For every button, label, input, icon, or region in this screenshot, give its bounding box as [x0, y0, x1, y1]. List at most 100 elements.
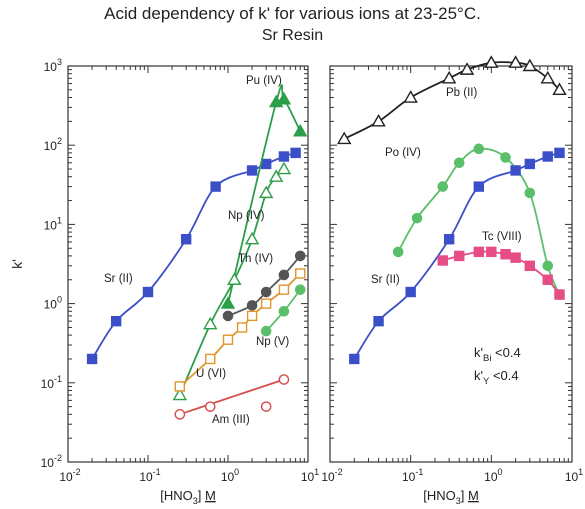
series-pb-ii: Pb (II)	[336, 55, 567, 145]
sr-ii-point	[86, 353, 98, 365]
panel-2: [HNO3] M Pb (II) Po (IV) Sr (II) Tc (VIII) k'…	[329, 55, 573, 506]
u-vi-point	[246, 310, 258, 322]
pb-ii-point	[371, 113, 386, 127]
np-iv-point	[258, 185, 274, 199]
y-tick-label: 102	[44, 136, 62, 153]
pb-ii-point	[552, 82, 567, 96]
np-iv-point	[172, 387, 188, 401]
pu-iv-point	[293, 123, 308, 137]
th-iv-point	[260, 286, 272, 298]
sr-ii-point	[373, 315, 384, 327]
tc-viii-point	[524, 260, 536, 272]
x-tick-label: 100	[221, 467, 239, 484]
po-iv-point	[500, 152, 511, 163]
np-iv-point	[227, 272, 242, 285]
x-tick-label: 10-2	[59, 467, 80, 484]
sr-ii-point	[246, 165, 258, 176]
sr-ii-point	[142, 286, 154, 298]
y-tick-label: 100	[44, 295, 62, 312]
sr-ii-point	[443, 234, 455, 245]
po-iv-point	[473, 143, 485, 155]
am-iii-point	[278, 374, 290, 385]
u-vi-point	[260, 298, 272, 309]
y-tick-label: 101	[44, 215, 62, 232]
pb-ii-line	[343, 61, 561, 140]
am-iii-point	[174, 409, 186, 420]
po-iv-point	[453, 157, 465, 169]
po-iv-point	[392, 246, 404, 258]
u-vi-point	[236, 322, 248, 333]
chart-subtitle: Sr Resin	[261, 27, 324, 44]
pb-ii-point	[484, 55, 499, 68]
pb-ii-point	[441, 70, 457, 84]
sr-ii-point	[278, 151, 290, 162]
pu-iv-label: Pu (IV)	[246, 75, 282, 87]
series-po-iv: Po (IV)	[385, 143, 565, 300]
th-iv-point	[246, 300, 258, 311]
am-iii-point	[204, 401, 216, 412]
sr-ii-point	[349, 353, 360, 365]
po-iv-point	[542, 260, 554, 272]
sr-ii-point	[110, 315, 122, 327]
series-am-iii: Am (III)	[174, 374, 290, 426]
x-tick-label: 100	[484, 467, 502, 484]
np-v-point	[260, 325, 272, 337]
sr-ii-point	[542, 151, 553, 162]
y-tick-label: 10-2	[41, 453, 62, 470]
th-iv-point	[222, 310, 234, 322]
annotation-k-bi: k'Bi <0.4	[474, 345, 521, 364]
np-v-point	[294, 284, 306, 295]
y-tick-label: 103	[44, 57, 62, 74]
pb-ii-point	[508, 55, 523, 68]
x-tick-label: 10-1	[402, 467, 423, 484]
tc-viii-point	[473, 246, 485, 258]
po-iv-point	[437, 181, 449, 192]
x-axis-label: [HNO3] M	[160, 488, 216, 506]
sr-ii-point	[473, 181, 485, 192]
sr-ii-point	[524, 158, 536, 170]
y-axis-label: k'	[9, 259, 25, 269]
sr-ii-label: Sr (II)	[371, 274, 400, 286]
series-sr-ii: Sr (II)	[86, 147, 301, 365]
sr-ii-point	[210, 181, 221, 192]
u-vi-point	[174, 381, 186, 392]
pb-ii-point	[336, 131, 352, 145]
np-iv-point	[268, 169, 284, 182]
po-iv-line	[397, 147, 561, 295]
series-np-iv: Np (IV)	[172, 161, 292, 401]
panel-2-frame	[329, 65, 573, 463]
pb-ii-point	[522, 58, 538, 72]
sr-ii-point	[180, 234, 192, 245]
series-th-iv: Th (IV)	[222, 250, 306, 322]
np-v-label: Np (V)	[256, 336, 289, 348]
np-iv-point	[203, 316, 218, 330]
np-iv-point	[276, 161, 292, 175]
x-tick-label: 101	[565, 467, 583, 484]
u-vi-point	[278, 284, 290, 295]
x-axis-label: [HNO3] M	[423, 488, 479, 506]
pb-ii-point	[403, 90, 418, 103]
u-vi-point	[295, 268, 306, 279]
pb-ii-label: Pb (II)	[446, 87, 477, 99]
sr-ii-point	[405, 286, 416, 298]
u-vi-point	[222, 334, 234, 345]
sr-ii-point	[290, 147, 301, 159]
pu-iv-point	[276, 91, 292, 105]
u-vi-label: U (VI)	[196, 368, 226, 380]
np-v-point	[278, 305, 290, 317]
pu-iv-line	[227, 84, 302, 304]
series-sr-ii: Sr (II)	[349, 147, 565, 365]
po-iv-label: Po (IV)	[385, 147, 421, 159]
po-iv-point	[411, 212, 423, 224]
tc-viii-point	[510, 252, 521, 263]
tc-viii-point	[437, 255, 448, 266]
am-iii-line	[179, 378, 285, 416]
chart-title: Acid dependency of k' for various ions a…	[104, 4, 481, 23]
am-iii-point	[260, 401, 272, 412]
pb-ii-point	[459, 62, 475, 75]
tc-viii-point	[486, 246, 497, 258]
sr-ii-point	[260, 158, 272, 170]
tc-viii-point	[554, 289, 565, 300]
tc-viii-point	[500, 249, 511, 260]
